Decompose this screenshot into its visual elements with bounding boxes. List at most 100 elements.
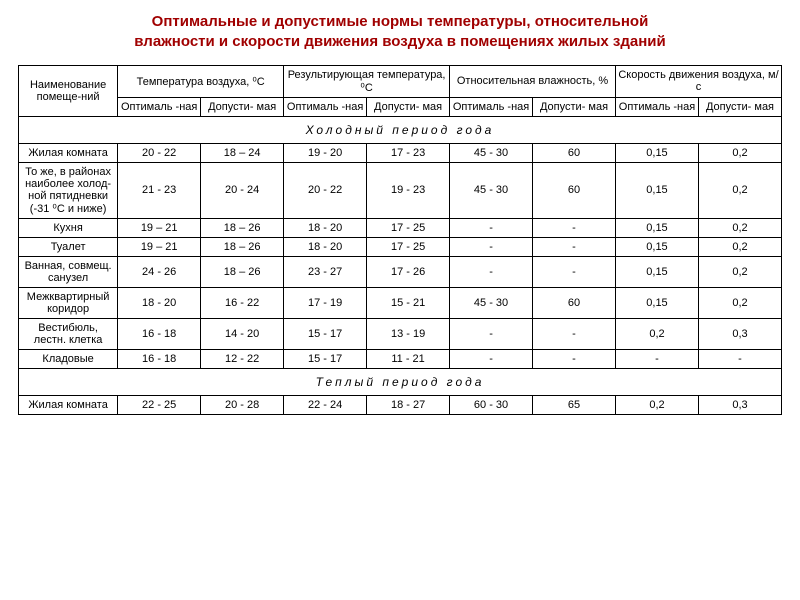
cell-value: - — [533, 218, 616, 237]
cell-value: - — [533, 318, 616, 349]
col-group-temp: Температура воздуха, ⁰С — [118, 65, 284, 97]
cell-value: 13 - 19 — [367, 318, 450, 349]
cell-value: - — [616, 349, 699, 368]
sub-dop: Допусти- мая — [533, 97, 616, 116]
section-header: Холодный период года — [19, 116, 782, 143]
sub-dop: Допусти- мая — [367, 97, 450, 116]
cell-value: - — [450, 318, 533, 349]
title-line-1: Оптимальные и допустимые нормы температу… — [152, 13, 649, 30]
cell-value: - — [698, 349, 781, 368]
cell-value: 21 - 23 — [118, 162, 201, 218]
row-name: Туалет — [19, 237, 118, 256]
col-name: Наименование помеще-ний — [19, 65, 118, 116]
cell-value: 19 - 23 — [367, 162, 450, 218]
table-row: Жилая комната22 - 2520 - 2822 - 2418 - 2… — [19, 395, 782, 414]
row-name: Межквартирный коридор — [19, 287, 118, 318]
norms-table: Наименование помеще-ний Температура возд… — [18, 65, 782, 415]
cell-value: 60 — [533, 162, 616, 218]
cell-value: 0,15 — [616, 162, 699, 218]
cell-value: 15 - 21 — [367, 287, 450, 318]
col-group-humidity: Относительная влажность, % — [450, 65, 616, 97]
cell-value: 20 - 22 — [284, 162, 367, 218]
table-row: Ванная, совмещ. санузел24 - 2618 – 2623 … — [19, 256, 782, 287]
cell-value: 18 – 24 — [201, 143, 284, 162]
cell-value: 0,2 — [616, 395, 699, 414]
cell-value: 45 - 30 — [450, 162, 533, 218]
cell-value: 20 - 24 — [201, 162, 284, 218]
sub-opt: Оптималь -ная — [450, 97, 533, 116]
cell-value: - — [450, 237, 533, 256]
table-row: Кладовые16 - 1812 - 2215 - 1711 - 21---- — [19, 349, 782, 368]
row-name: Жилая комната — [19, 395, 118, 414]
cell-value: 11 - 21 — [367, 349, 450, 368]
row-name: То же, в районах наиболее холод- ной пят… — [19, 162, 118, 218]
cell-value: 18 - 20 — [118, 287, 201, 318]
table-row: То же, в районах наиболее холод- ной пят… — [19, 162, 782, 218]
cell-value: 0,3 — [698, 395, 781, 414]
cell-value: 0,2 — [698, 162, 781, 218]
cell-value: 16 - 22 — [201, 287, 284, 318]
col-group-result: Результирующая температура, ⁰С — [284, 65, 450, 97]
cell-value: 65 — [533, 395, 616, 414]
cell-value: 17 - 25 — [367, 237, 450, 256]
cell-value: - — [450, 256, 533, 287]
table-row: Вестибюль, лестн. клетка16 - 1814 - 2015… — [19, 318, 782, 349]
section-header: Теплый период года — [19, 368, 782, 395]
cell-value: 23 - 27 — [284, 256, 367, 287]
row-name: Вестибюль, лестн. клетка — [19, 318, 118, 349]
cell-value: 17 - 19 — [284, 287, 367, 318]
cell-value: 19 – 21 — [118, 237, 201, 256]
cell-value: 0,15 — [616, 256, 699, 287]
cell-value: 0,2 — [698, 287, 781, 318]
cell-value: 0,15 — [616, 237, 699, 256]
cell-value: 12 - 22 — [201, 349, 284, 368]
cell-value: 17 - 23 — [367, 143, 450, 162]
cell-value: 0,2 — [698, 218, 781, 237]
cell-value: 0,2 — [698, 143, 781, 162]
cell-value: 22 - 25 — [118, 395, 201, 414]
row-name: Кладовые — [19, 349, 118, 368]
cell-value: 15 - 17 — [284, 349, 367, 368]
cell-value: - — [533, 237, 616, 256]
cell-value: 18 – 26 — [201, 237, 284, 256]
cell-value: 22 - 24 — [284, 395, 367, 414]
table-row: Туалет19 – 2118 – 2618 - 2017 - 25--0,15… — [19, 237, 782, 256]
cell-value: 16 - 18 — [118, 318, 201, 349]
row-name: Кухня — [19, 218, 118, 237]
row-name: Жилая комната — [19, 143, 118, 162]
cell-value: 18 - 20 — [284, 237, 367, 256]
cell-value: 19 – 21 — [118, 218, 201, 237]
cell-value: 16 - 18 — [118, 349, 201, 368]
cell-value: 17 - 25 — [367, 218, 450, 237]
sub-opt: Оптималь -ная — [616, 97, 699, 116]
cell-value: 45 - 30 — [450, 287, 533, 318]
cell-value: 0,2 — [698, 256, 781, 287]
table-row: Жилая комната20 - 2218 – 2419 - 2017 - 2… — [19, 143, 782, 162]
table-row: Кухня19 – 2118 – 2618 - 2017 - 25--0,150… — [19, 218, 782, 237]
cell-value: 60 - 30 — [450, 395, 533, 414]
cell-value: 0,2 — [698, 237, 781, 256]
cell-value: 0,2 — [616, 318, 699, 349]
cell-value: 0,15 — [616, 143, 699, 162]
cell-value: - — [450, 349, 533, 368]
cell-value: 14 - 20 — [201, 318, 284, 349]
sub-dop: Допусти- мая — [201, 97, 284, 116]
page-title: Оптимальные и допустимые нормы температу… — [18, 12, 782, 53]
cell-value: 20 - 28 — [201, 395, 284, 414]
cell-value: 18 - 27 — [367, 395, 450, 414]
col-group-speed: Скорость движения воздуха, м/с — [616, 65, 782, 97]
cell-value: 18 - 20 — [284, 218, 367, 237]
cell-value: 20 - 22 — [118, 143, 201, 162]
cell-value: 60 — [533, 143, 616, 162]
cell-value: - — [533, 256, 616, 287]
table-row: Межквартирный коридор18 - 2016 - 2217 - … — [19, 287, 782, 318]
cell-value: 45 - 30 — [450, 143, 533, 162]
cell-value: 17 - 26 — [367, 256, 450, 287]
sub-opt: Оптималь -ная — [118, 97, 201, 116]
cell-value: 19 - 20 — [284, 143, 367, 162]
sub-dop: Допусти- мая — [698, 97, 781, 116]
cell-value: 0,15 — [616, 218, 699, 237]
cell-value: 18 – 26 — [201, 218, 284, 237]
title-line-2: влажности и скорости движения воздуха в … — [134, 33, 665, 50]
cell-value: 24 - 26 — [118, 256, 201, 287]
